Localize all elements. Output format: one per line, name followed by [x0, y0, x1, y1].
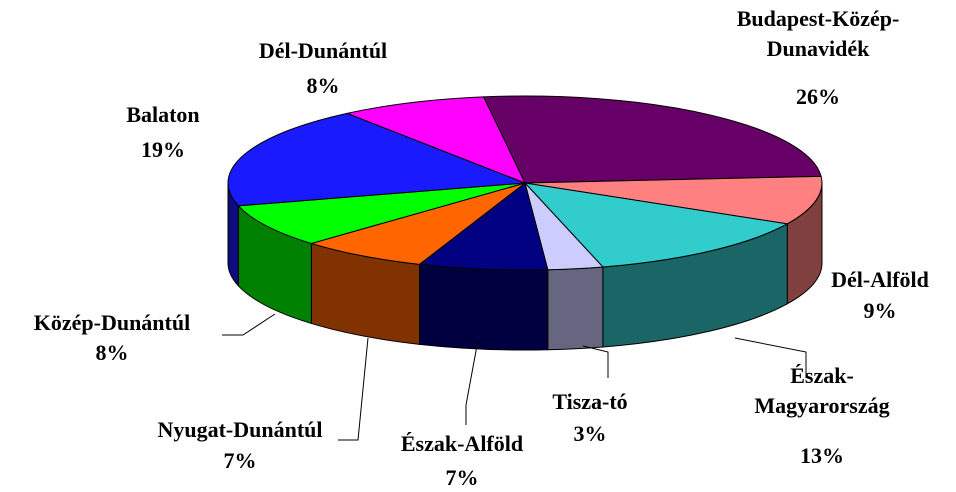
slice-label: Észak-Alföld [401, 431, 523, 456]
slice-value-label: 19% [141, 137, 185, 162]
slice-value-label: 13% [800, 443, 844, 468]
slice [418, 182, 549, 271]
slice-value-label: 3% [574, 421, 607, 446]
slice [524, 175, 823, 225]
slice [227, 112, 526, 207]
leader-line [222, 313, 276, 336]
leader-line [465, 339, 479, 425]
slice-value-label: 9% [864, 298, 897, 323]
leader-line [734, 337, 807, 378]
slice-label: Dél-Dunántúl [259, 38, 387, 63]
slice-label: Balaton [126, 102, 199, 127]
leader-line [338, 337, 369, 441]
slice-value-label: 8% [307, 73, 340, 98]
slice-label: Nyugat-Dunántúl [157, 417, 322, 442]
leader-line [582, 345, 609, 378]
slice [523, 182, 789, 268]
slice [345, 96, 527, 184]
slice-label: Közép-Dunántúl [34, 310, 190, 335]
slice-label: Budapest-Közép-Dunavidék [737, 6, 900, 61]
slice-value-label: 7% [224, 448, 257, 473]
slice [237, 182, 526, 244]
slice-value-label: 7% [446, 465, 479, 490]
slice-label: Tisza-tó [552, 389, 627, 414]
slice [482, 95, 822, 184]
slice-side [419, 263, 549, 351]
slice-label: Észak-Magyarország [754, 363, 889, 418]
slice-label: Dél-Alföld [831, 267, 929, 292]
slice [309, 182, 526, 265]
slice-value-label: 8% [96, 340, 129, 365]
slice-value-label: 26% [796, 84, 840, 109]
slice-side [547, 266, 604, 351]
